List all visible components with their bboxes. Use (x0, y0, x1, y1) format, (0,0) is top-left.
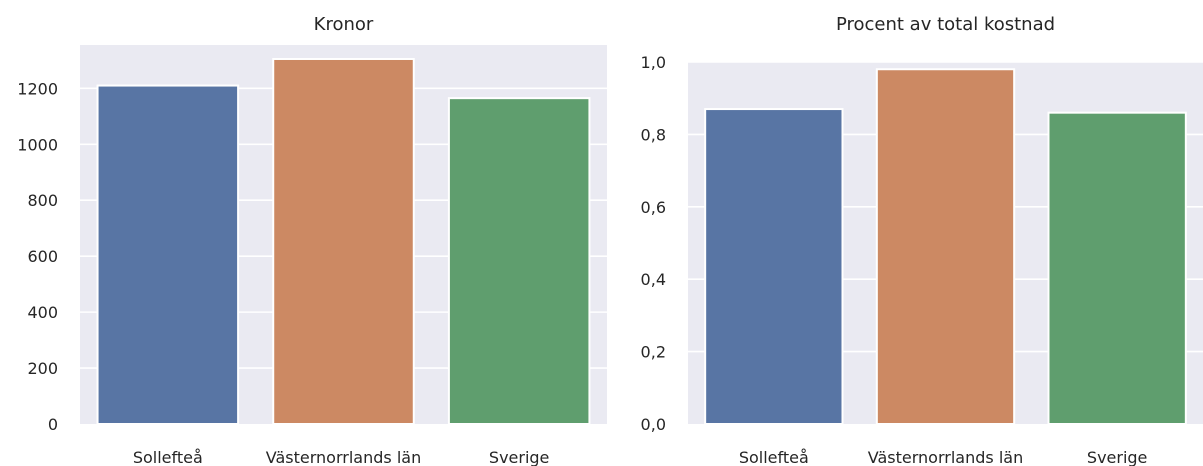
x-tick-label: Sverige (489, 448, 550, 466)
y-tick-label: 1000 (17, 135, 58, 154)
chart-title: Kronor (314, 14, 374, 35)
chart-title: Procent av total kostnad (836, 14, 1055, 35)
y-tick-label: 0,4 (641, 270, 666, 289)
y-tick-label: 0,8 (641, 125, 666, 144)
y-tick-label: 1200 (17, 79, 58, 98)
y-tick-label: 0,0 (641, 415, 666, 434)
y-tick-label: 400 (27, 303, 58, 322)
y-tick-label: 0 (48, 415, 58, 434)
bar-2 (875, 68, 1016, 426)
bar-3 (1047, 111, 1187, 426)
x-tick-label: Västernorrlands län (266, 448, 421, 466)
y-tick-label: 200 (27, 359, 58, 378)
bar-2 (272, 57, 415, 426)
x-tick-label: Sollefteå (739, 448, 809, 466)
y-tick-label: 1,0 (641, 53, 666, 72)
x-tick-label: Västernorrlands län (868, 448, 1023, 466)
x-tick-label: Sollefteå (133, 448, 203, 466)
y-tick-label: 600 (27, 247, 58, 266)
bar-1 (704, 108, 844, 425)
x-tick-label: Sverige (1087, 448, 1148, 466)
chart-panel-1: 0 200 400 600 800 1000 1200 Sollefteå Västernorr… (17, 14, 607, 466)
bar-3 (447, 97, 591, 425)
chart-panel-2: 0,0 0,2 0,4 0,6 0,8 1,0 Sollefteå Västernorrlan… (641, 14, 1203, 466)
y-tick-label: 0,6 (641, 198, 666, 217)
y-tick-label: 800 (27, 191, 58, 210)
y-tick-label: 0,2 (641, 343, 666, 362)
bar-1 (96, 84, 240, 426)
